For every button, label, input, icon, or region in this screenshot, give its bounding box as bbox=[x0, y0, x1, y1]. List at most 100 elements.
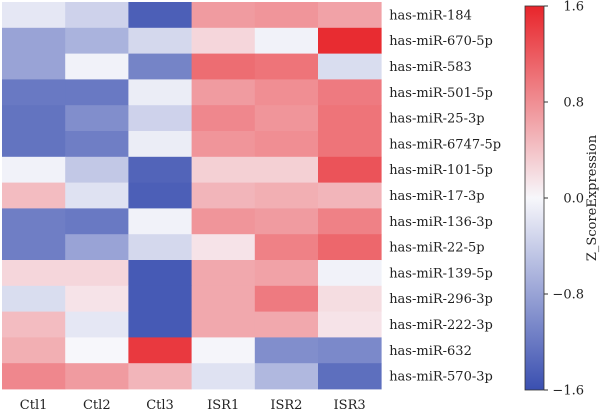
heatmap-cell bbox=[128, 208, 192, 235]
column-label: Ctl2 bbox=[83, 398, 111, 413]
row-label: has-miR-136-3p bbox=[389, 215, 493, 230]
heatmap-cell bbox=[2, 234, 66, 261]
column-label: Ctl1 bbox=[20, 398, 48, 413]
heatmap-cell bbox=[254, 208, 319, 235]
colorbar-gradient bbox=[524, 5, 545, 391]
heatmap-cell bbox=[254, 363, 319, 390]
row-label: has-miR-570-3p bbox=[389, 370, 493, 385]
heatmap-cell bbox=[65, 260, 129, 287]
heatmap-cell bbox=[2, 337, 66, 364]
heatmap-cell bbox=[191, 131, 256, 158]
colorbar-title: Z_ScoreExpression bbox=[585, 134, 600, 261]
heatmap-cell bbox=[318, 260, 382, 287]
column-labels: Ctl1 Ctl2 Ctl3 ISR1 ISR2 ISR3 bbox=[20, 398, 366, 413]
heatmap-cell bbox=[65, 311, 129, 338]
heatmap-cell bbox=[128, 363, 192, 390]
heatmap-cell bbox=[2, 156, 66, 183]
heatmap-cell bbox=[65, 79, 129, 106]
heatmap-cell bbox=[2, 27, 66, 54]
heatmap-cell bbox=[191, 2, 256, 29]
row-label: has-miR-670-5p bbox=[389, 34, 493, 49]
heatmap-cell bbox=[128, 311, 192, 338]
heatmap-cell bbox=[254, 337, 319, 364]
heatmap-cells bbox=[2, 2, 382, 390]
colorbar-tick-label: −0.8 bbox=[552, 288, 584, 303]
heatmap-cell bbox=[2, 53, 66, 80]
heatmap-cell bbox=[65, 53, 129, 80]
heatmap-cell bbox=[254, 79, 319, 106]
heatmap-cell bbox=[254, 27, 319, 54]
heatmap-cell bbox=[128, 260, 192, 287]
heatmap-cell bbox=[254, 156, 319, 183]
heatmap-cell bbox=[2, 285, 66, 312]
heatmap-cell bbox=[191, 105, 256, 132]
heatmap-cell bbox=[318, 2, 382, 29]
heatmap-cell bbox=[65, 208, 129, 235]
heatmap-cell bbox=[65, 234, 129, 261]
heatmap-cell bbox=[318, 53, 382, 80]
heatmap-cell bbox=[318, 311, 382, 338]
row-label: has-miR-22-5p bbox=[389, 241, 484, 256]
row-label: has-miR-222-3p bbox=[389, 318, 493, 333]
heatmap-cell bbox=[191, 311, 256, 338]
heatmap-cell bbox=[318, 105, 382, 132]
heatmap-cell bbox=[254, 285, 319, 312]
heatmap-cell bbox=[254, 182, 319, 209]
heatmap-cell bbox=[191, 337, 256, 364]
heatmap-cell bbox=[191, 156, 256, 183]
row-labels: has-miR-184 has-miR-670-5p has-miR-583 has-… bbox=[389, 8, 501, 384]
heatmap-cell bbox=[128, 2, 192, 29]
heatmap-cell bbox=[318, 363, 382, 390]
row-label: has-miR-139-5p bbox=[389, 266, 493, 281]
column-label: Ctl3 bbox=[146, 398, 174, 413]
heatmap-cell bbox=[2, 208, 66, 235]
heatmap-cell bbox=[191, 363, 256, 390]
heatmap-cell bbox=[254, 131, 319, 158]
column-label: ISR2 bbox=[270, 398, 302, 413]
heatmap-cell bbox=[191, 182, 256, 209]
column-label: ISR1 bbox=[207, 398, 239, 413]
heatmap-cell bbox=[65, 27, 129, 54]
heatmap-cell bbox=[191, 79, 256, 106]
column-label: ISR3 bbox=[334, 398, 366, 413]
colorbar-tick-label: 1.6 bbox=[563, 0, 584, 15]
row-label: has-miR-296-3p bbox=[389, 292, 493, 307]
heatmap-cell bbox=[65, 2, 129, 29]
row-label: has-miR-25-3p bbox=[389, 112, 484, 127]
heatmap-cell bbox=[65, 105, 129, 132]
heatmap-cell bbox=[191, 234, 256, 261]
heatmap-cell bbox=[318, 234, 382, 261]
heatmap-cell bbox=[65, 285, 129, 312]
heatmap-cell bbox=[318, 182, 382, 209]
heatmap-cell bbox=[2, 131, 66, 158]
colorbar-tick-label: 0.0 bbox=[563, 192, 584, 207]
heatmap-cell bbox=[191, 53, 256, 80]
colorbar-tick-label: −1.6 bbox=[552, 384, 584, 399]
row-label: has-miR-101-5p bbox=[389, 163, 493, 178]
heatmap-cell bbox=[128, 79, 192, 106]
heatmap-cell bbox=[128, 156, 192, 183]
row-label: has-miR-6747-5p bbox=[389, 137, 501, 152]
heatmap-cell bbox=[191, 208, 256, 235]
heatmap-cell bbox=[128, 337, 192, 364]
heatmap-cell bbox=[2, 363, 66, 390]
row-label: has-miR-17-3p bbox=[389, 189, 484, 204]
heatmap-cell bbox=[2, 105, 66, 132]
heatmap-cell bbox=[2, 311, 66, 338]
heatmap-cell bbox=[318, 156, 382, 183]
heatmap-cell bbox=[128, 131, 192, 158]
heatmap-cell bbox=[254, 234, 319, 261]
row-label: has-miR-501-5p bbox=[389, 86, 493, 101]
heatmap-cell bbox=[65, 131, 129, 158]
heatmap-cell bbox=[128, 285, 192, 312]
heatmap-cell bbox=[318, 131, 382, 158]
colorbar-tick-label: 0.8 bbox=[563, 96, 584, 111]
heatmap-cell bbox=[318, 337, 382, 364]
heatmap-cell bbox=[254, 260, 319, 287]
heatmap-cell bbox=[191, 27, 256, 54]
row-label: has-miR-583 bbox=[389, 60, 472, 75]
heatmap-cell bbox=[254, 311, 319, 338]
heatmap-cell bbox=[2, 182, 66, 209]
heatmap-cell bbox=[2, 79, 66, 106]
heatmap-cell bbox=[65, 156, 129, 183]
